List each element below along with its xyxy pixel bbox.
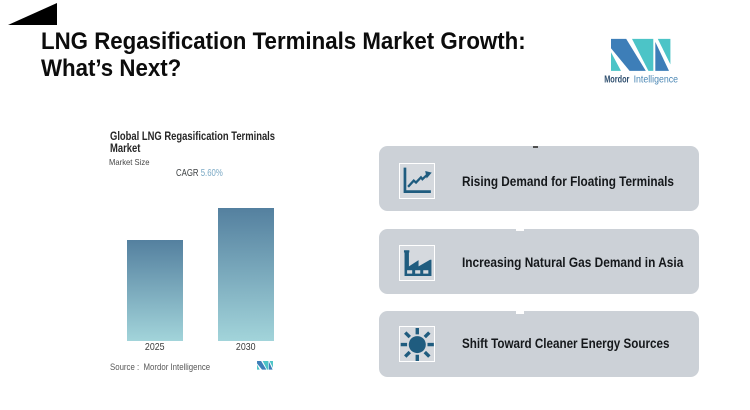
svg-text:Intelligence: Intelligence <box>634 75 679 86</box>
svg-text:Mordor: Mordor <box>604 75 629 86</box>
